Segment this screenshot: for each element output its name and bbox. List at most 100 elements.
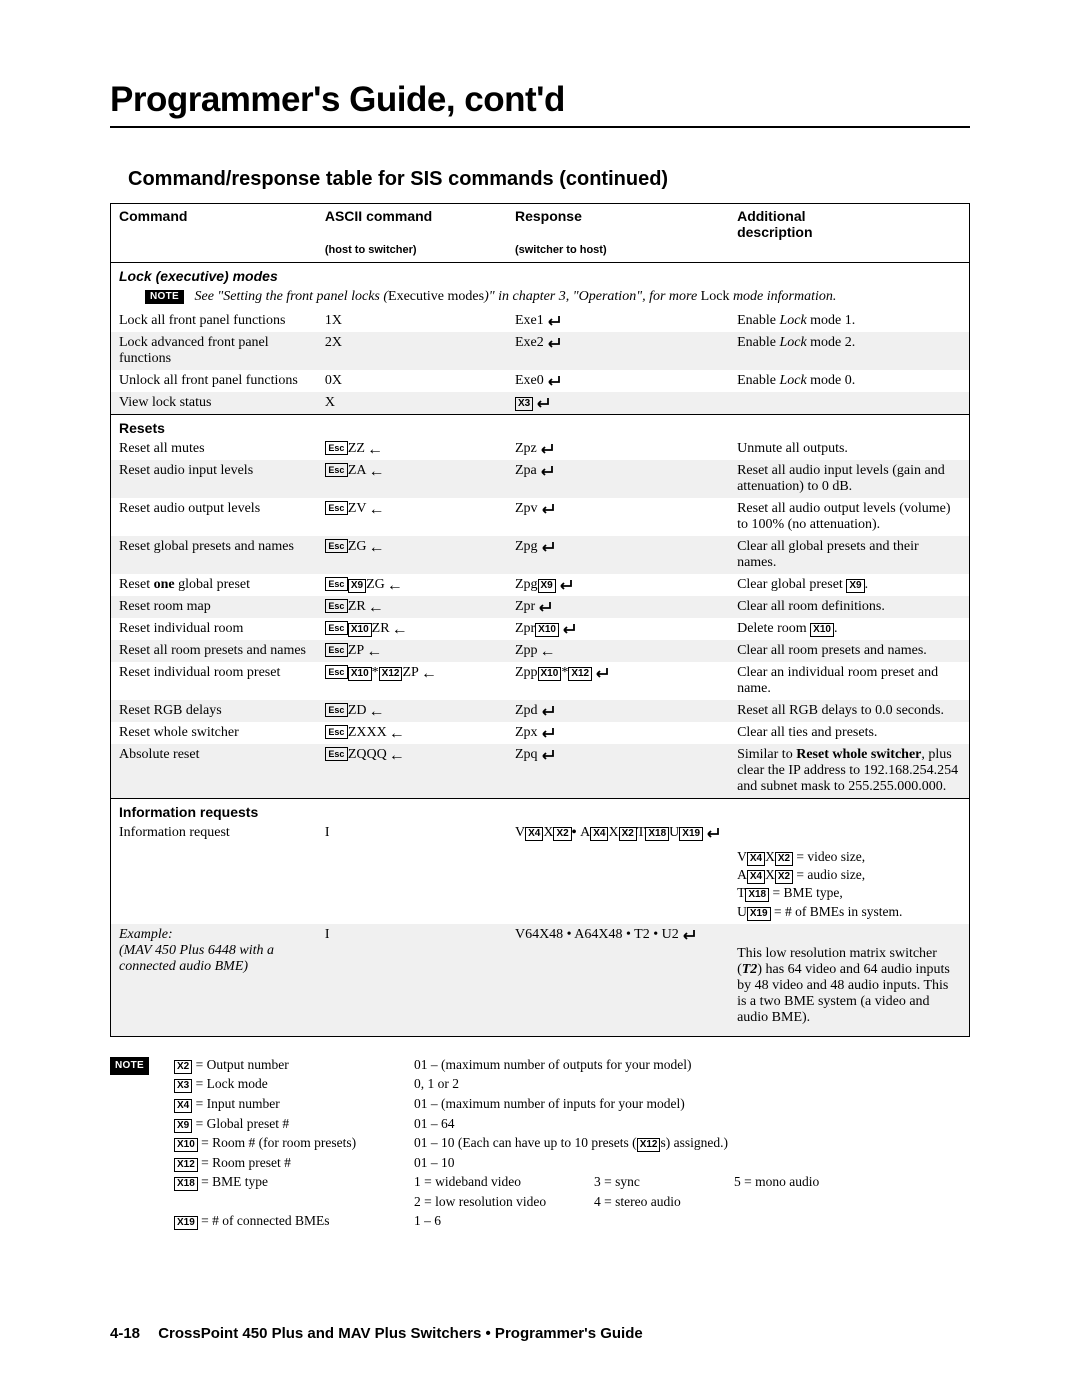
legend-note: NOTE X2 = Output number X3 = Lock mode X… — [110, 1055, 970, 1231]
lock-note: NOTE See "Setting the front panel locks … — [111, 286, 970, 310]
resp-cell: V64X48 • A64X48 • T2 • U2 — [507, 924, 729, 1037]
table-row: Reset all room presets and names EscZP← … — [111, 640, 970, 662]
resp-cell: Zpp← — [507, 640, 729, 662]
ascii-cell: EscZV← — [317, 498, 507, 536]
ascii-cell: EscZP← — [317, 640, 507, 662]
resp-cell: X3 — [507, 392, 729, 415]
desc-cell: Reset all audio output levels (volume) t… — [729, 498, 969, 536]
resp-cell: Zpa — [507, 460, 729, 498]
table-row: Example: (MAV 450 Plus 6448 with a conne… — [111, 924, 970, 1037]
table-row: View lock status X X3 — [111, 392, 970, 415]
desc-cell: Similar to Reset whole switcher, plus cl… — [729, 744, 969, 799]
table-row: Reset all mutes EscZZ← Zpz Unmute all ou… — [111, 438, 970, 460]
table-row: Absolute reset EscZQQQ← Zpq Similar to R… — [111, 744, 970, 799]
resp-cell: VX4XX2• AX4XX2TX18UX19 — [507, 822, 729, 924]
cmd-cell: Absolute reset — [111, 744, 317, 799]
cmd-cell: Reset audio input levels — [111, 460, 317, 498]
resp-cell: Zpx — [507, 722, 729, 744]
cmd-cell: Example: (MAV 450 Plus 6448 with a conne… — [111, 924, 317, 1037]
cmd-cell: Reset room map — [111, 596, 317, 618]
desc-cell — [729, 392, 969, 415]
th-ascii: ASCII command — [317, 204, 507, 245]
cmd-cell: Information request — [111, 822, 317, 924]
resp-cell: ZppX10*X12 — [507, 662, 729, 700]
group-info: Information requests — [111, 799, 970, 823]
desc-cell: Clear all global presets and their names… — [729, 536, 969, 574]
ascii-cell: EscZD← — [317, 700, 507, 722]
ascii-cell: 1X — [317, 310, 507, 332]
desc-cell: Unmute all outputs. — [729, 438, 969, 460]
desc-cell: Enable Lock mode 0. — [729, 370, 969, 392]
desc-cell: Clear all room presets and names. — [729, 640, 969, 662]
command-response-table: Command ASCII command Response Additiona… — [110, 203, 970, 1037]
ascii-cell: EscZA← — [317, 460, 507, 498]
resp-cell: ZprX10 — [507, 618, 729, 640]
cmd-cell: Reset all room presets and names — [111, 640, 317, 662]
table-row: Information request I VX4XX2• AX4XX2TX18… — [111, 822, 970, 924]
desc-cell: Clear all room definitions. — [729, 596, 969, 618]
ascii-cell: EscZR← — [317, 596, 507, 618]
group-resets: Resets — [111, 415, 970, 439]
table-row: Reset individual room EscX10ZR← ZprX10 D… — [111, 618, 970, 640]
resp-cell: Zpg — [507, 536, 729, 574]
cmd-cell: Lock all front panel functions — [111, 310, 317, 332]
table-row: Reset whole switcher EscZXXX← Zpx Clear … — [111, 722, 970, 744]
th-sub-3: (switcher to host) — [507, 244, 729, 263]
resp-cell: Zpr — [507, 596, 729, 618]
desc-cell: This low resolution matrix switcher (T2)… — [729, 924, 969, 1037]
resp-cell: Zpz — [507, 438, 729, 460]
desc-cell: Reset all RGB delays to 0.0 seconds. — [729, 700, 969, 722]
ascii-cell: I — [317, 822, 507, 924]
ascii-cell: 0X — [317, 370, 507, 392]
table-row: Lock all front panel functions 1X Exe1 E… — [111, 310, 970, 332]
table-row: Reset audio input levels EscZA← Zpa Rese… — [111, 460, 970, 498]
desc-cell: Delete room X10. — [729, 618, 969, 640]
ascii-cell: EscX9ZG← — [317, 574, 507, 596]
cmd-cell: Lock advanced front panel functions — [111, 332, 317, 370]
desc-cell: Reset all audio input levels (gain and a… — [729, 460, 969, 498]
table-row: Reset global presets and names EscZG← Zp… — [111, 536, 970, 574]
ascii-cell: I — [317, 924, 507, 1037]
page-title: Programmer's Guide, cont'd — [110, 80, 970, 128]
th-sub-1 — [111, 244, 317, 263]
section-heading: Command/response table for SIS commands … — [128, 168, 970, 191]
table-row: Reset one global preset EscX9ZG← ZpgX9 C… — [111, 574, 970, 596]
note-badge: NOTE — [110, 1057, 149, 1075]
cmd-cell: Reset global presets and names — [111, 536, 317, 574]
cmd-cell: Reset RGB delays — [111, 700, 317, 722]
ascii-cell: EscX10*X12ZP← — [317, 662, 507, 700]
resp-cell: ZpgX9 — [507, 574, 729, 596]
note-badge: NOTE — [145, 290, 184, 304]
resp-cell: Exe0 — [507, 370, 729, 392]
legend-col-ranges: 01 – (maximum number of outputs for your… — [414, 1055, 834, 1231]
resp-cell: Zpd — [507, 700, 729, 722]
th-additional: Additionaldescription — [729, 204, 969, 245]
resp-cell: Exe1 — [507, 310, 729, 332]
footer-text: CrossPoint 450 Plus and MAV Plus Switche… — [158, 1325, 643, 1342]
cmd-cell: Reset individual room preset — [111, 662, 317, 700]
cmd-cell: Reset whole switcher — [111, 722, 317, 744]
desc-cell: Clear global preset X9. — [729, 574, 969, 596]
table-row: Reset audio output levels EscZV← Zpv Res… — [111, 498, 970, 536]
ascii-cell: EscZG← — [317, 536, 507, 574]
table-row: Unlock all front panel functions 0X Exe0… — [111, 370, 970, 392]
legend-col-vars: X2 = Output number X3 = Lock mode X4 = I… — [174, 1055, 404, 1231]
desc-cell: Clear all ties and presets. — [729, 722, 969, 744]
th-sub-2: (host to switcher) — [317, 244, 507, 263]
desc-cell: Clear an individual room preset and name… — [729, 662, 969, 700]
group-lock: Lock (executive) modes — [111, 263, 970, 287]
ascii-cell: 2X — [317, 332, 507, 370]
table-row: Reset RGB delays EscZD← Zpd Reset all RG… — [111, 700, 970, 722]
th-command: Command — [111, 204, 317, 245]
resp-cell: Zpv — [507, 498, 729, 536]
desc-cell: Enable Lock mode 2. — [729, 332, 969, 370]
th-sub-4 — [729, 244, 969, 263]
table-row: Lock advanced front panel functions 2X E… — [111, 332, 970, 370]
desc-cell: Enable Lock mode 1. — [729, 310, 969, 332]
page-footer: 4-18 CrossPoint 450 Plus and MAV Plus Sw… — [110, 1325, 643, 1342]
cmd-cell: Reset individual room — [111, 618, 317, 640]
table-row: Reset room map EscZR← Zpr Clear all room… — [111, 596, 970, 618]
ascii-cell: EscZXXX← — [317, 722, 507, 744]
resp-cell: Exe2 — [507, 332, 729, 370]
desc-cell: VX4XX2 = video size, AX4XX2 = audio size… — [729, 822, 969, 924]
